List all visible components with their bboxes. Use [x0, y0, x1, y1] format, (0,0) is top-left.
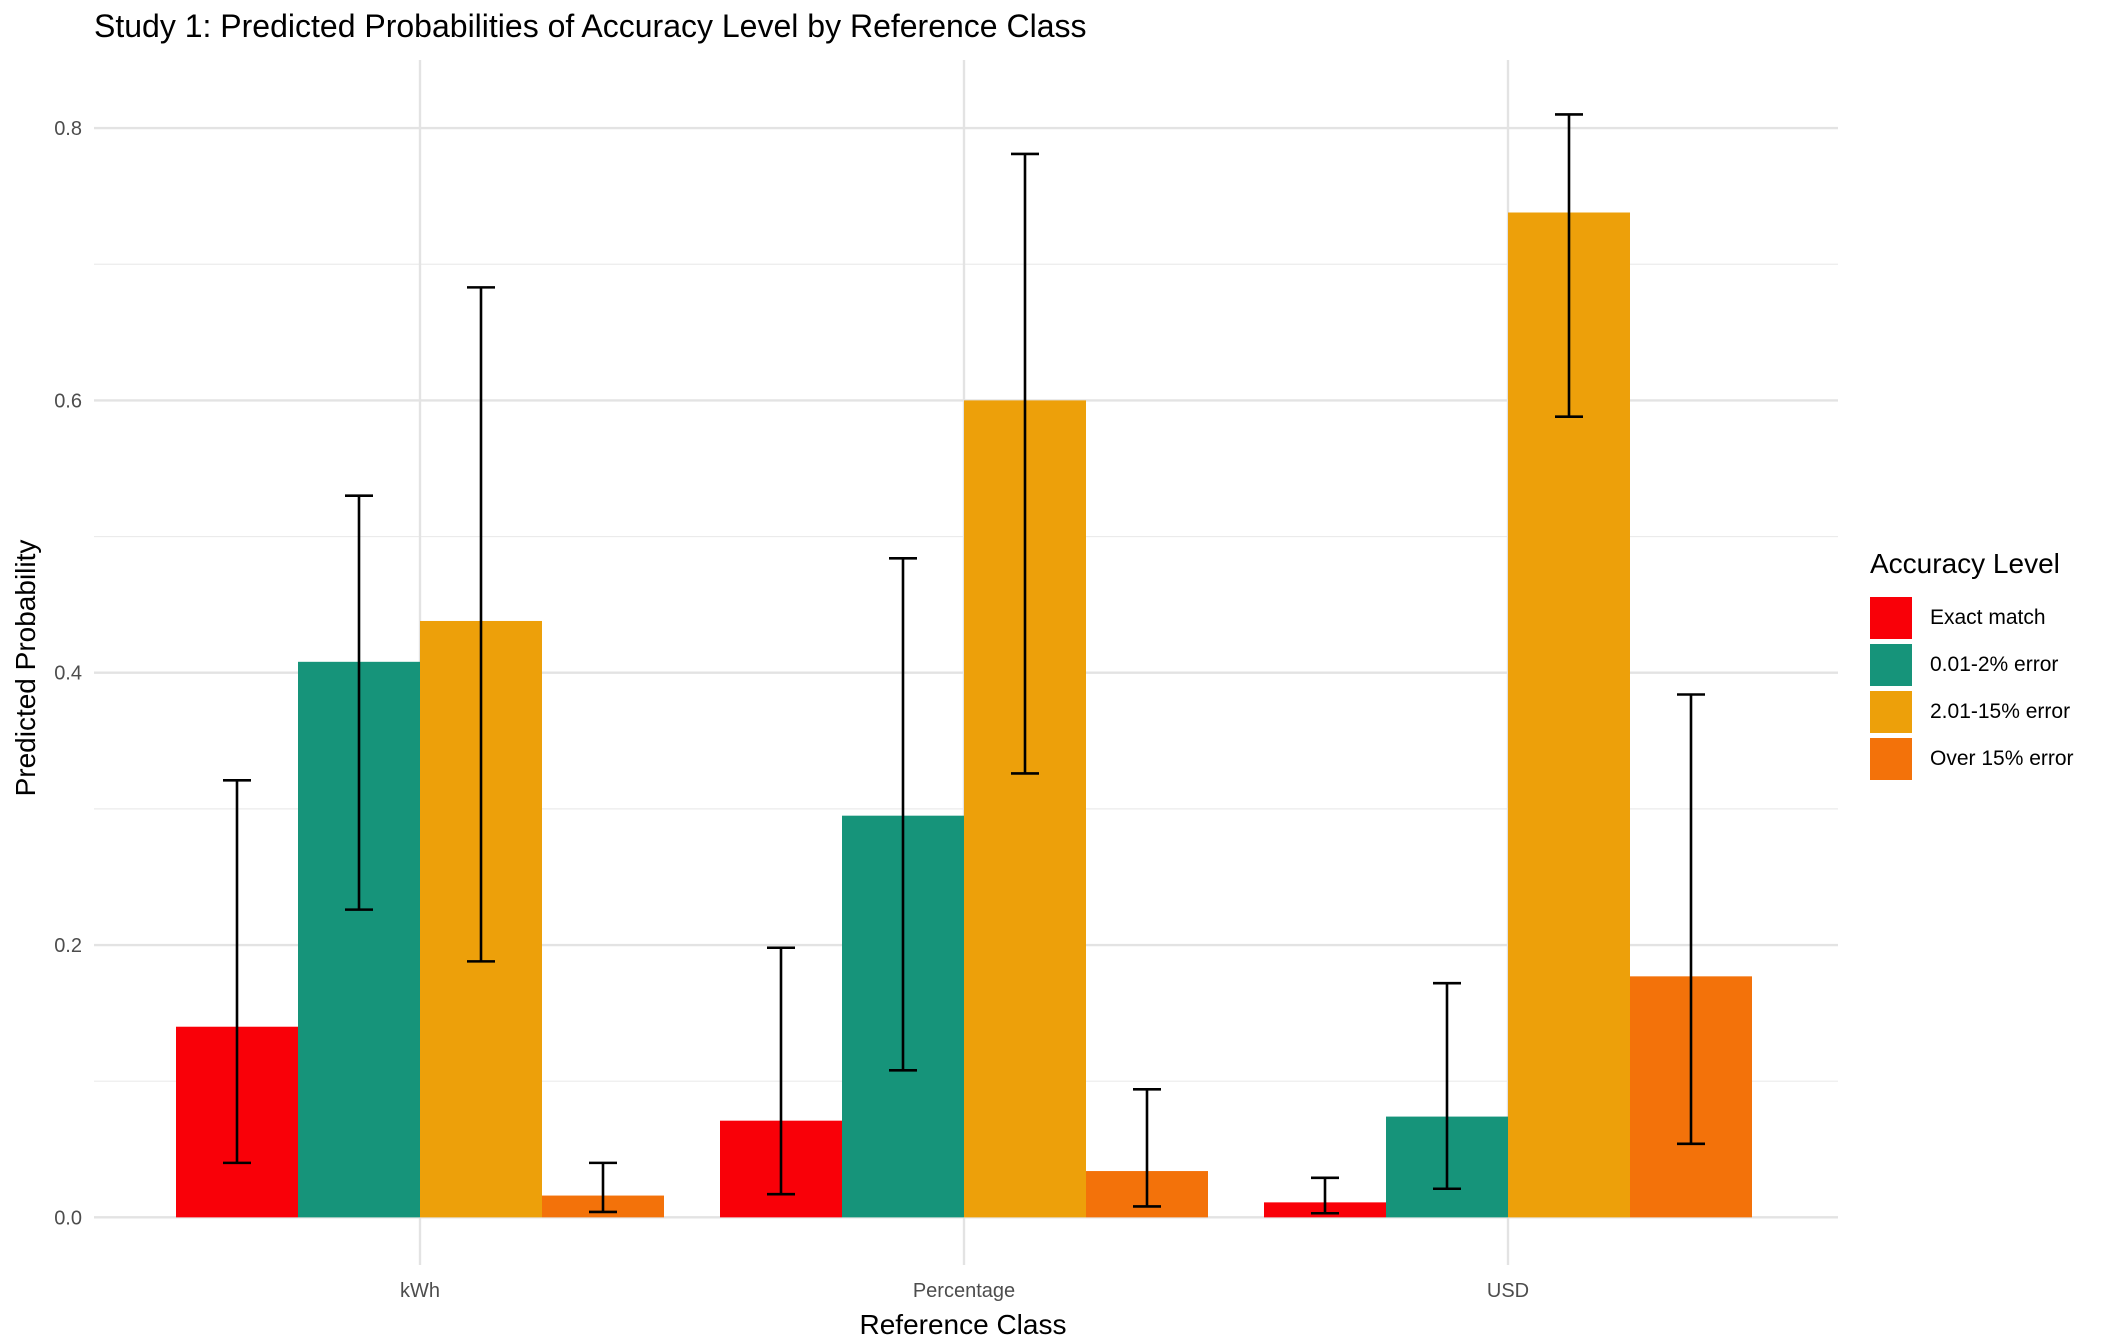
legend-title: Accuracy Level — [1870, 548, 2060, 579]
error-bar — [767, 946, 795, 1196]
legend-label: Over 15% error — [1930, 746, 2074, 770]
error-bar — [1311, 1176, 1339, 1215]
error-bar — [889, 557, 917, 1072]
error-bars — [223, 113, 1705, 1215]
x-tick-label: kWh — [400, 1280, 440, 1302]
legend-swatch — [1870, 596, 1912, 639]
legend-swatch — [1870, 690, 1912, 733]
legend: Accuracy Level Exact match 0.01-2% error… — [1870, 548, 2074, 782]
y-tick-label: 0.2 — [54, 935, 82, 957]
legend-swatch — [1870, 643, 1912, 686]
legend-item-exact-match: Exact match — [1870, 594, 2074, 641]
error-bar — [223, 778, 251, 1165]
error-bar — [1555, 113, 1583, 419]
legend-item-over-15-error: Over 15% error — [1870, 735, 2074, 782]
axes: 0.0 0.2 0.4 0.6 0.8 kWh Percentage USD — [54, 118, 1529, 1302]
legend-label: 2.01-15% error — [1930, 699, 2071, 723]
error-bar — [467, 286, 495, 963]
error-bar — [1433, 981, 1461, 1191]
y-tick-label: 0.6 — [54, 390, 82, 412]
legend-swatch — [1870, 737, 1912, 780]
chart-title: Study 1: Predicted Probabilities of Accu… — [94, 8, 1087, 44]
x-tick-label: Percentage — [913, 1280, 1015, 1302]
x-tick-label: USD — [1487, 1280, 1529, 1302]
y-axis-title: Predicted Probability — [10, 540, 41, 797]
y-tick-label: 0.8 — [54, 118, 82, 140]
error-bar — [1133, 1088, 1161, 1208]
error-bar — [1677, 693, 1705, 1146]
error-bar — [345, 494, 373, 911]
y-tick-label: 0.0 — [54, 1207, 82, 1229]
error-bar — [589, 1161, 617, 1214]
x-axis-title: Reference Class — [860, 1309, 1067, 1340]
legend-label: 0.01-2% error — [1930, 652, 2059, 676]
legend-item-2-01-15-error: 2.01-15% error — [1870, 688, 2074, 735]
legend-item-0-01-2-error: 0.01-2% error — [1870, 641, 2074, 688]
y-tick-label: 0.4 — [54, 663, 82, 685]
legend-label: Exact match — [1930, 605, 2046, 629]
error-bar — [1011, 152, 1039, 775]
